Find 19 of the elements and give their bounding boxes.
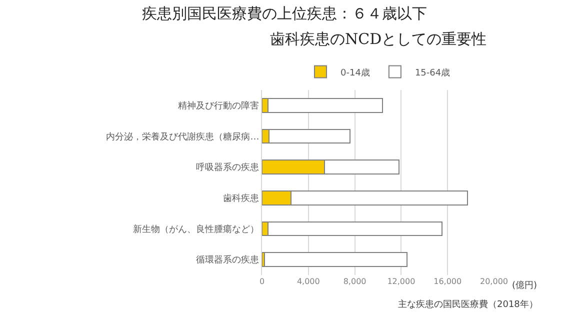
y-tick-label: 歯科疾患 — [223, 193, 260, 204]
x-tick-label: 0 — [259, 277, 265, 286]
bar — [264, 252, 408, 268]
x-tick-label: 12,000 — [387, 277, 416, 286]
y-tick-label: 新生物（がん、良性腫瘍など） — [133, 224, 260, 235]
y-tick-label: 循環器系の疾患 — [196, 254, 260, 266]
legend-label: 15-64歳 — [414, 67, 450, 78]
x-tick-label: 4,000 — [296, 277, 320, 286]
x-tick-label: 20,000 — [480, 277, 508, 286]
y-tick-label: 精神及び行動の障害 — [178, 100, 260, 112]
x-axis-title: (億円) — [512, 280, 538, 291]
x-tick-label: 16,000 — [434, 277, 462, 286]
y-tick-label: 呼吸器系の疾患 — [196, 162, 260, 174]
legend-label: 0-14歳 — [340, 67, 370, 78]
text: 主な疾患の国民医療費（2018年） — [398, 299, 538, 310]
chart-title: 疾患別国民医療費の上位疾患：６４歳以下 — [142, 4, 427, 22]
chart-subtitle: 歯科疾患のNCDとしての重要性 — [270, 30, 487, 48]
x-tick-label: 8,000 — [343, 277, 366, 286]
y-tick-label: 内分泌，栄養及び代謝疾患（糖尿病… — [106, 131, 260, 142]
